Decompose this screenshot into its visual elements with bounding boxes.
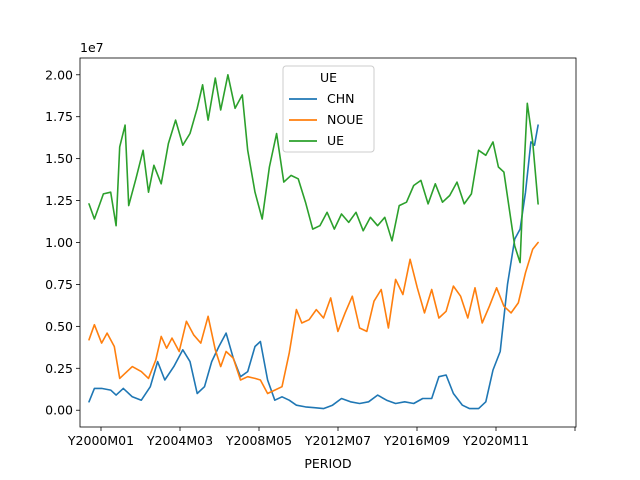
x-axis: Y2000M01 Y2004M03 Y2008M05 Y2012M07 Y2016M09… bbox=[67, 427, 576, 448]
y-tick-label: 2.00 bbox=[45, 67, 73, 82]
legend-box bbox=[282, 65, 375, 153]
legend-label-ue: UE bbox=[327, 133, 344, 148]
y-tick-label: 1.25 bbox=[45, 193, 73, 208]
legend-title: UE bbox=[320, 70, 337, 85]
series-line-noue bbox=[88, 241, 539, 395]
y-tick-label: 0.75 bbox=[45, 277, 73, 292]
y-tick-label: 1.75 bbox=[45, 109, 73, 124]
series-line-ue bbox=[88, 74, 539, 264]
legend-label-noue: NOUE bbox=[327, 112, 363, 127]
x-tick-label: Y2012M07 bbox=[304, 433, 371, 448]
y-tick-label: 0.25 bbox=[45, 361, 73, 376]
x-axis-label: PERIOD bbox=[304, 456, 351, 471]
legend: UE CHN NOUE UE bbox=[282, 65, 375, 153]
x-tick-label: Y2016M09 bbox=[383, 433, 450, 448]
legend-label-chn: CHN bbox=[327, 91, 354, 106]
series-line-chn bbox=[88, 124, 539, 410]
x-tick-label: Y2008M05 bbox=[225, 433, 292, 448]
x-tick-label: Y2000M01 bbox=[67, 433, 134, 448]
x-tick-label: Y2004M03 bbox=[146, 433, 213, 448]
y-tick-label: 0.50 bbox=[45, 319, 73, 334]
x-tick-label: Y2020M11 bbox=[462, 433, 529, 448]
series-layer bbox=[88, 74, 539, 410]
y-axis-offset-text: 1e7 bbox=[80, 40, 104, 55]
y-axis: 0.00 0.25 0.50 0.75 1.00 1.25 1.50 1.75 2.00 bbox=[45, 67, 80, 418]
y-tick-label: 1.50 bbox=[45, 151, 73, 166]
y-tick-label: 1.00 bbox=[45, 235, 73, 250]
y-tick-label: 0.00 bbox=[45, 403, 73, 418]
